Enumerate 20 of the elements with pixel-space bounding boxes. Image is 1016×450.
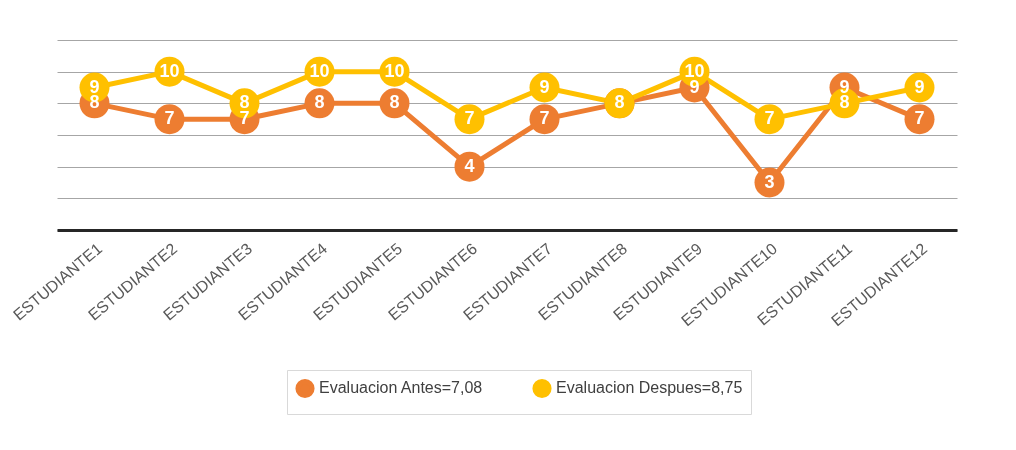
data-label: 8 <box>314 92 325 113</box>
data-label: 7 <box>764 108 775 129</box>
data-label: 7 <box>914 108 925 129</box>
data-label: 8 <box>89 92 100 113</box>
data-label: 10 <box>384 60 405 81</box>
data-label: 8 <box>389 92 400 113</box>
data-label: 8 <box>839 92 850 113</box>
data-label: 4 <box>464 155 475 176</box>
data-label: 10 <box>159 60 180 81</box>
legend-label: Evaluacion Antes=7,08 <box>319 379 483 397</box>
legend-label: Evaluacion Despues=8,75 <box>556 379 743 397</box>
data-label: 8 <box>614 92 625 113</box>
data-label: 7 <box>539 108 550 129</box>
data-label: 3 <box>764 171 775 192</box>
data-label: 9 <box>539 76 550 97</box>
data-label: 10 <box>309 60 330 81</box>
data-label: 9 <box>914 76 925 97</box>
data-label: 7 <box>164 108 175 129</box>
data-label: 7 <box>464 108 475 129</box>
data-label: 7 <box>239 108 250 129</box>
